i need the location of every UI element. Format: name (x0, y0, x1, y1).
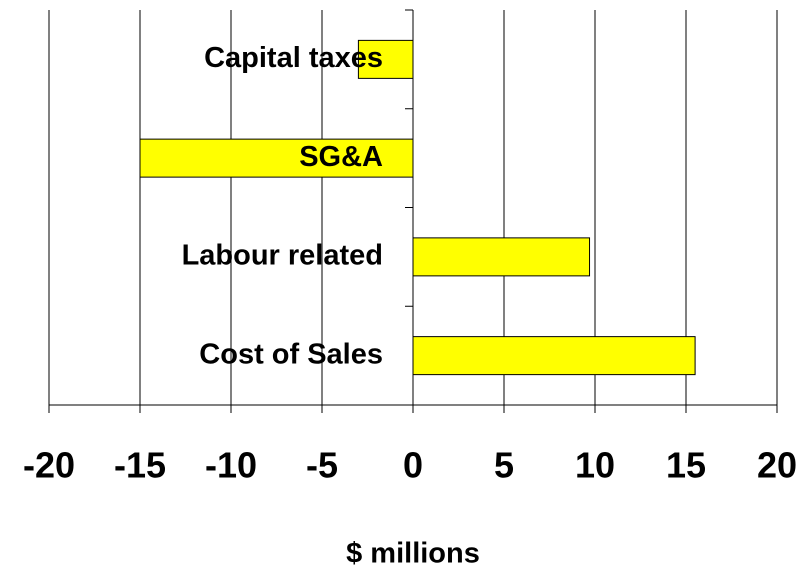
bar (412, 336, 696, 376)
bar (139, 138, 414, 178)
x-tick-label: 20 (757, 445, 797, 486)
bar (357, 39, 414, 79)
y-tick-label: SG&A (299, 141, 383, 173)
x-axis-title: $ millions (346, 538, 480, 570)
x-tick-label: 0 (403, 445, 423, 486)
bar (412, 237, 591, 277)
y-tick-label: Labour related (182, 240, 383, 272)
x-tick-label: -10 (205, 445, 257, 486)
x-tick-label: -20 (23, 445, 75, 486)
y-tick-label: Capital taxes (204, 42, 383, 74)
y-tick-label: Cost of Sales (199, 338, 383, 370)
x-tick-label: -15 (114, 445, 166, 486)
x-tick-label: -5 (306, 445, 338, 486)
x-tick-label: 15 (666, 445, 706, 486)
x-tick-label: 10 (575, 445, 615, 486)
x-tick-label: 5 (494, 445, 514, 486)
